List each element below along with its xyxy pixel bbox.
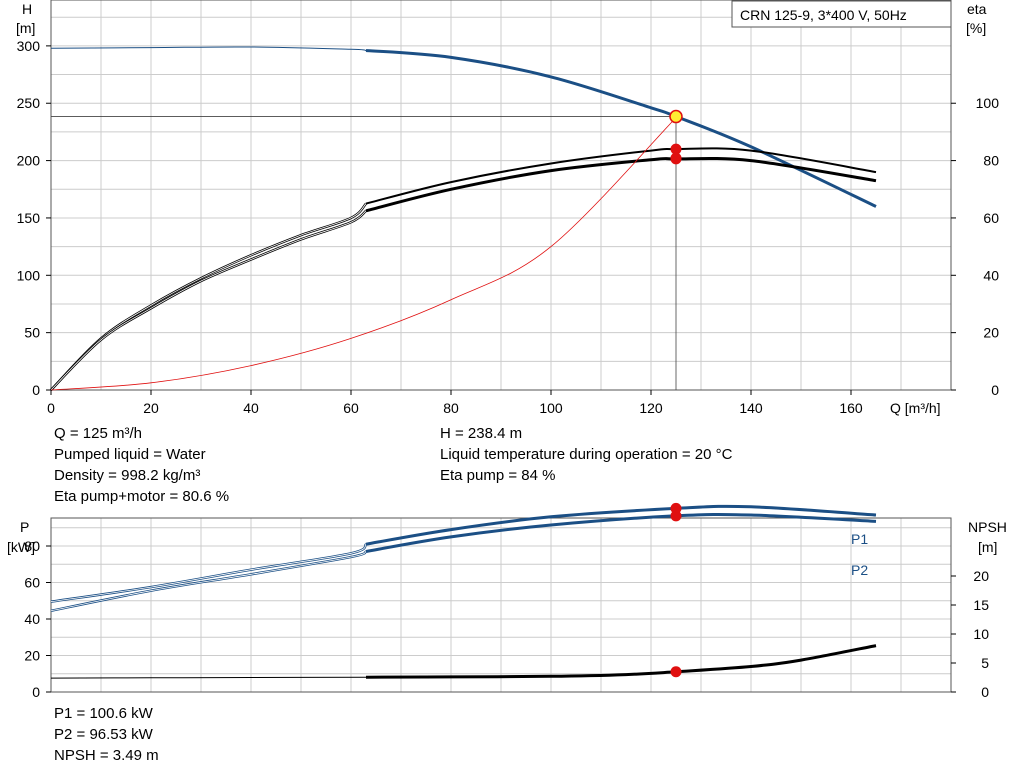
head-curve [365,49,877,208]
top-left-tick-label: 50 [24,325,40,341]
p1-curve [365,504,877,546]
bottom-right-axis-title-line1: NPSH [968,519,1007,535]
head-duty-marker [669,109,683,124]
bottom-left-tick-label: 80 [24,538,40,554]
legend-box [731,0,952,28]
x-tick-label: 160 [839,400,863,416]
x-tick-label: 40 [243,400,259,416]
eta-pump-duty-marker [670,143,682,155]
x-tick-label: 60 [343,400,359,416]
eta-pump-curve-extrapolated-outline [50,202,367,391]
eta-total-curve [365,156,877,213]
top-right-tick-label: 80 [983,153,999,169]
top-right-tick-label: 100 [976,95,1000,111]
bottom-right-tick-label: 0 [981,684,989,700]
top-left-tick-label: 150 [17,210,41,226]
top-left-tick-labels: 0 50 100 150 200 250 300 [17,38,51,398]
bottom-grid [51,518,951,692]
x-tick-label: 120 [639,400,663,416]
info-p2: P2 = 96.53 kW [54,726,153,743]
info-density: Density = 998.2 kg/m³ [54,467,201,484]
bottom-right-tick-label: 15 [973,597,989,613]
top-left-tick-label: 0 [32,382,40,398]
bottom-left-tick-label: 0 [32,684,40,700]
bottom-right-axis-title-line2: [m] [978,539,997,555]
top-left-tick-label: 250 [17,95,41,111]
bottom-left-tick-label: 60 [24,575,40,591]
top-right-tick-label: 40 [983,267,999,283]
x-tick-label: 20 [143,400,159,416]
top-plot-frame [50,0,952,391]
bottom-left-axis-title-line2: [kW] [7,539,35,555]
top-right-tick-label: 20 [983,325,999,341]
top-right-tick-label: 60 [983,210,999,226]
x-tick-label: 100 [539,400,563,416]
top-chart: 0 50 100 150 200 250 300 0 20 40 60 80 100 0 20 40 60 8… [16,0,999,416]
p1-curve-label: P1 [851,531,868,547]
x-tick-label: 0 [47,400,55,416]
eta-total-curve-extrapolated-outline [50,209,367,391]
p2-curve [365,512,877,553]
top-left-axis-title-line1: H [22,1,32,17]
top-left-tick-label: 200 [17,153,41,169]
eta-pump-curve [365,147,877,205]
top-grid [51,0,951,390]
top-left-tick-label: 100 [17,267,41,283]
bottom-right-tick-label: 20 [973,568,989,584]
top-curves [50,46,877,391]
p2-duty-marker [670,510,682,522]
eta-pump-curve-extrapolated-core [50,203,367,391]
top-left-tick-label: 300 [17,38,41,54]
legend-box-text: CRN 125-9, 3*400 V, 50Hz [740,7,907,23]
info-eta-pump-motor: Eta pump+motor = 80.6 % [54,488,230,505]
top-right-axis-title-line2: [%] [966,20,986,36]
npsh-curve [365,644,877,679]
bottom-right-tick-label: 10 [973,626,989,642]
top-right-axis-title-line1: eta [967,1,987,17]
bottom-right-tick-label: 5 [981,655,989,671]
top-x-tick-labels: 0 20 40 60 80 100 120 140 160 [47,390,863,416]
eta-total-curve-extrapolated-core [50,210,367,391]
bottom-right-tick-labels: 0 5 10 15 20 [951,568,989,700]
info-liquid-temperature: Liquid temperature during operation = 20… [440,446,733,463]
top-right-tick-label: 0 [991,382,999,398]
x-axis-label: Q [m³/h] [890,400,941,416]
bottom-curves [50,502,877,679]
p2-curve-label: P2 [851,562,868,578]
p2-curve-extrapolated-core [50,551,367,612]
info-pumped-liquid: Pumped liquid = Water [54,446,206,463]
eta-total-duty-marker [670,153,682,165]
top-right-tick-labels: 0 20 40 60 80 100 [951,95,999,398]
info-head: H = 238.4 m [440,425,523,442]
bottom-left-tick-labels: 0 20 40 60 80 [24,538,51,700]
p1-curve-extrapolated-core [50,543,367,603]
info-p1: P1 = 100.6 kW [54,705,153,722]
p1-curve-extrapolated-outline [50,543,367,603]
x-tick-label: 80 [443,400,459,416]
npsh-duty-marker [670,666,682,678]
info-flow: Q = 125 m³/h [54,425,142,442]
bottom-left-tick-label: 20 [24,648,40,664]
bottom-left-tick-label: 40 [24,611,40,627]
info-eta-pump: Eta pump = 84 % [440,467,556,484]
head-curve-extrapolated [50,46,367,51]
npsh-curve-extrapolated [50,676,367,679]
x-tick-label: 140 [739,400,763,416]
bottom-left-axis-title-line1: P [20,519,29,535]
bottom-chart: 0 20 40 60 80 0 5 10 15 20 P [kW] NPSH [m] P1 P2 [7,502,1007,700]
system-curve [50,117,677,391]
top-left-axis-title-line2: [m] [16,20,35,36]
info-npsh: NPSH = 3.49 m [54,747,159,764]
